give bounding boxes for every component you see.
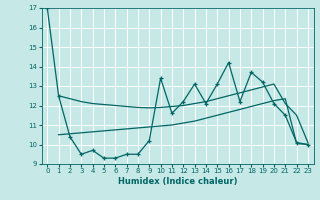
X-axis label: Humidex (Indice chaleur): Humidex (Indice chaleur) — [118, 177, 237, 186]
